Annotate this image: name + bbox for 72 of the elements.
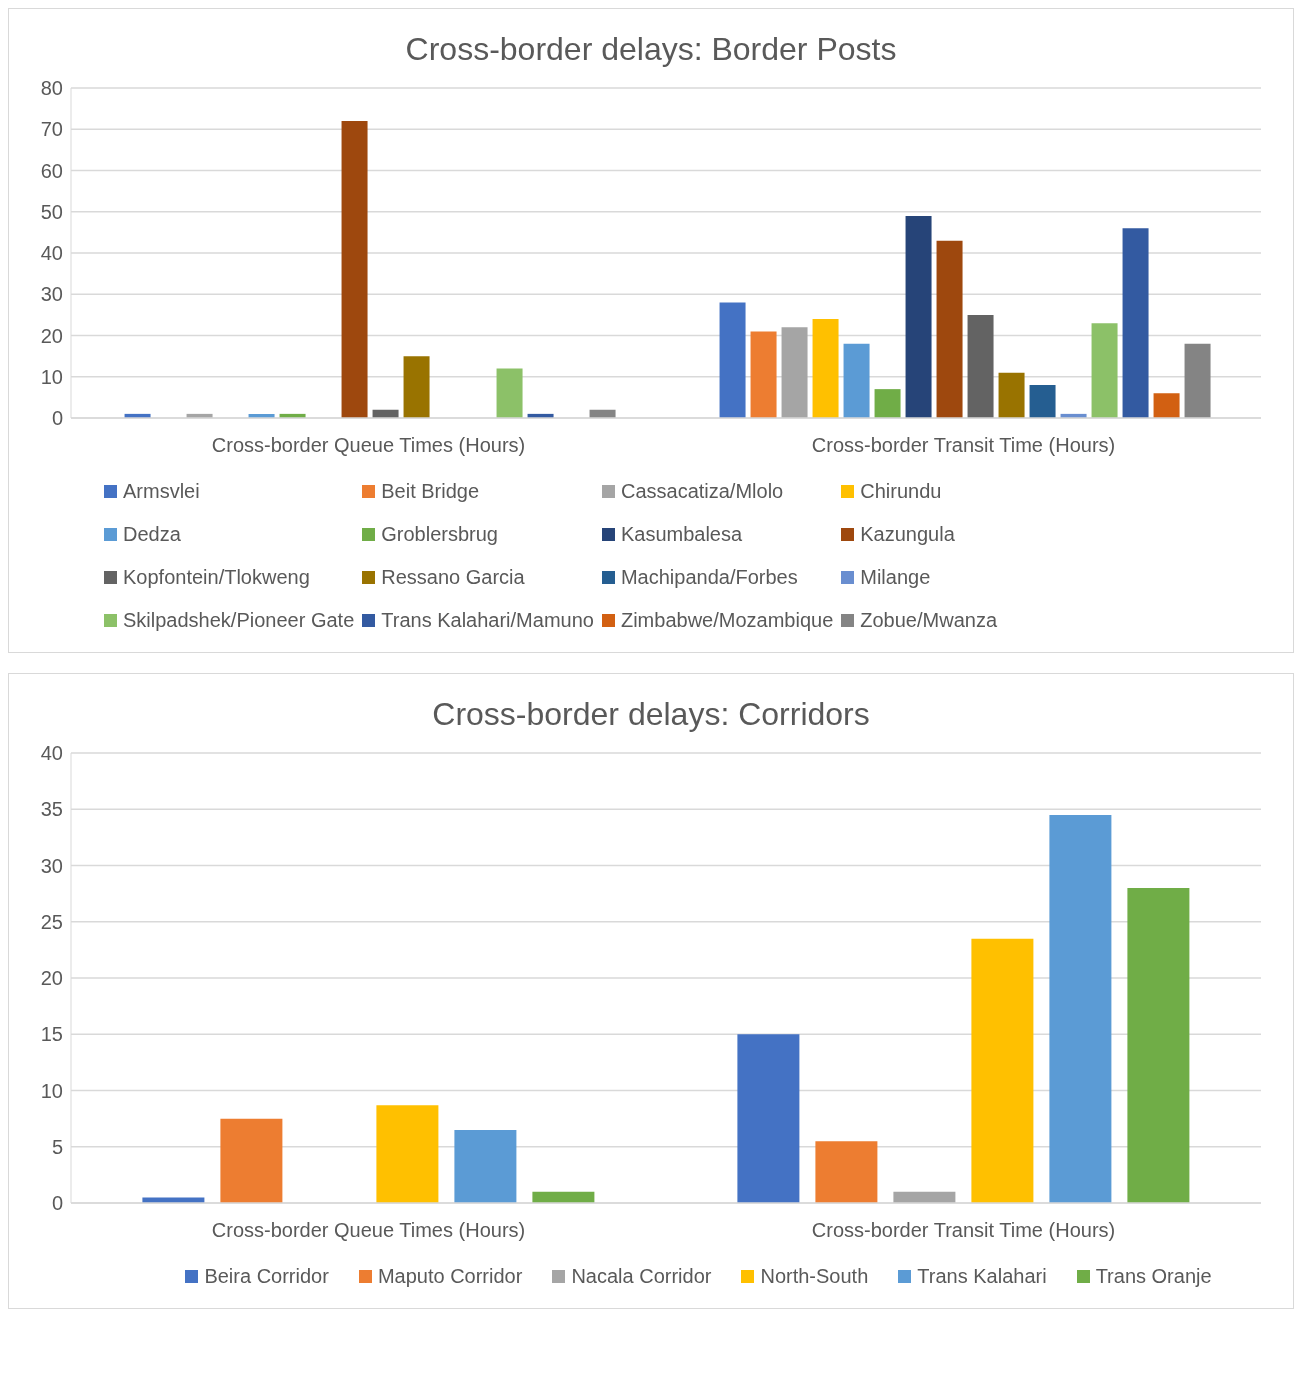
bar — [998, 372, 1025, 418]
y-tick-label: 30 — [40, 854, 63, 877]
legend-label: Maputo Corridor — [377, 1265, 523, 1288]
legend-label: Cassacatiza/Mlolo — [620, 480, 784, 503]
legend-label: Kasumbalesa — [620, 523, 743, 546]
legend-label: Skilpadshek/Pioneer Gate — [123, 609, 355, 632]
y-tick-label: 40 — [40, 742, 63, 765]
legend-label: Ressano Garcia — [381, 566, 525, 589]
bar — [719, 302, 746, 418]
legend-label: Kopfontein/Tlokweng — [123, 566, 310, 589]
bar — [905, 215, 932, 418]
legend-label: Zobue/Mwanza — [860, 609, 998, 632]
legend-label: Machipanda/Forbes — [620, 566, 798, 589]
legend-label: Chirundu — [860, 480, 942, 503]
y-tick-label: 20 — [40, 967, 63, 990]
bar — [737, 1034, 800, 1203]
legend-label: Armsvlei — [123, 480, 200, 503]
bar — [496, 368, 523, 418]
bar — [1153, 393, 1180, 418]
legend-label: Nacala Corridor — [571, 1265, 712, 1288]
bar — [1127, 888, 1190, 1203]
y-tick-label: 10 — [40, 1079, 63, 1102]
y-tick-label: 25 — [40, 910, 63, 933]
bar — [403, 356, 430, 418]
bar — [341, 121, 368, 418]
bar — [1184, 343, 1211, 418]
legend-label: Kazungula — [860, 523, 955, 546]
y-tick-label: 30 — [40, 283, 63, 306]
chart-title: Cross-border delays: Corridors — [431, 696, 871, 733]
y-tick-label: 5 — [51, 1135, 63, 1158]
bar — [1091, 323, 1118, 418]
y-tick-label: 60 — [40, 159, 63, 182]
legend-label: Trans Kalahari/Mamuno — [381, 609, 594, 632]
bar — [843, 343, 870, 418]
bar — [815, 1141, 878, 1203]
bar — [376, 1105, 439, 1203]
y-tick-label: 0 — [51, 407, 63, 430]
bar — [812, 319, 839, 418]
bar — [220, 1118, 283, 1203]
bar — [1029, 385, 1056, 418]
chart-title: Cross-border delays: Border Posts — [404, 31, 898, 68]
x-tick-label: Cross-border Queue Times (Hours) — [211, 434, 526, 457]
y-tick-label: 20 — [40, 324, 63, 347]
legend-label: Milange — [860, 566, 931, 589]
y-tick-label: 15 — [40, 1023, 63, 1046]
y-tick-label: 80 — [40, 77, 63, 100]
y-tick-label: 40 — [40, 242, 63, 265]
legend-label: Beira Corridor — [204, 1265, 329, 1288]
bar — [781, 327, 808, 418]
legend-label: Trans Kalahari — [917, 1265, 1047, 1288]
bar — [971, 938, 1034, 1203]
bar — [1122, 228, 1149, 418]
legend-label: Zimbabwe/Mozambique — [620, 609, 834, 632]
bar — [454, 1129, 517, 1203]
bar — [1049, 814, 1112, 1203]
x-tick-label: Cross-border Queue Times (Hours) — [211, 1219, 526, 1242]
bar — [936, 240, 963, 418]
y-tick-label: 35 — [40, 798, 63, 821]
bar — [874, 389, 901, 418]
legend-label: Dedza — [123, 523, 181, 546]
y-tick-label: 0 — [51, 1192, 63, 1215]
y-tick-label: 70 — [40, 118, 63, 141]
x-tick-label: Cross-border Transit Time (Hours) — [811, 1219, 1116, 1242]
y-tick-label: 10 — [40, 365, 63, 388]
bar — [967, 314, 994, 418]
y-tick-label: 50 — [40, 200, 63, 223]
legend-label: Trans Oranje — [1095, 1265, 1212, 1288]
legend-label: North-South — [760, 1265, 869, 1288]
legend-label: Beit Bridge — [381, 480, 480, 503]
x-tick-label: Cross-border Transit Time (Hours) — [811, 434, 1116, 457]
bar — [750, 331, 777, 418]
legend-label: Groblersbrug — [381, 523, 498, 546]
